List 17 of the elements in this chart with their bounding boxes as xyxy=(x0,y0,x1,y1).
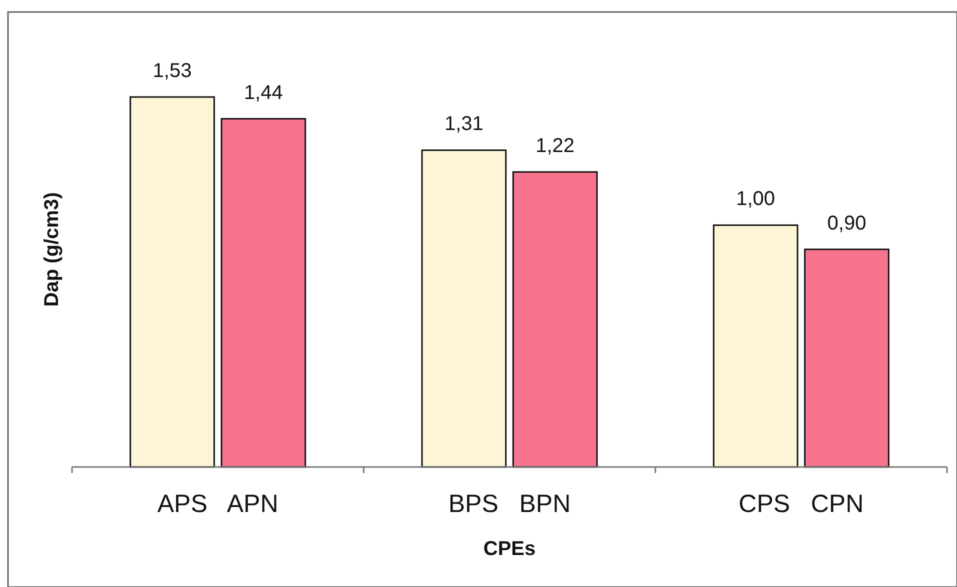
bar xyxy=(712,224,798,468)
bar xyxy=(130,96,215,468)
bar xyxy=(421,149,507,468)
data-label: 1,22 xyxy=(536,134,575,157)
y-axis-title: Dap (g/cm3) xyxy=(41,192,63,307)
data-label: 0,90 xyxy=(827,212,866,234)
data-label: 1,44 xyxy=(244,82,283,104)
data-label: 1,00 xyxy=(736,188,776,210)
bar xyxy=(804,248,890,468)
data-label: 1,53 xyxy=(152,60,192,82)
x-tick-label: CPS CPN xyxy=(738,490,864,518)
data-label: 1,31 xyxy=(444,113,484,136)
x-tick-label: BPS BPN xyxy=(448,490,571,518)
bar xyxy=(220,118,306,468)
x-axis-title: CPEs xyxy=(483,538,536,560)
bar xyxy=(512,171,598,468)
x-tick-label: APS APN xyxy=(157,490,278,518)
